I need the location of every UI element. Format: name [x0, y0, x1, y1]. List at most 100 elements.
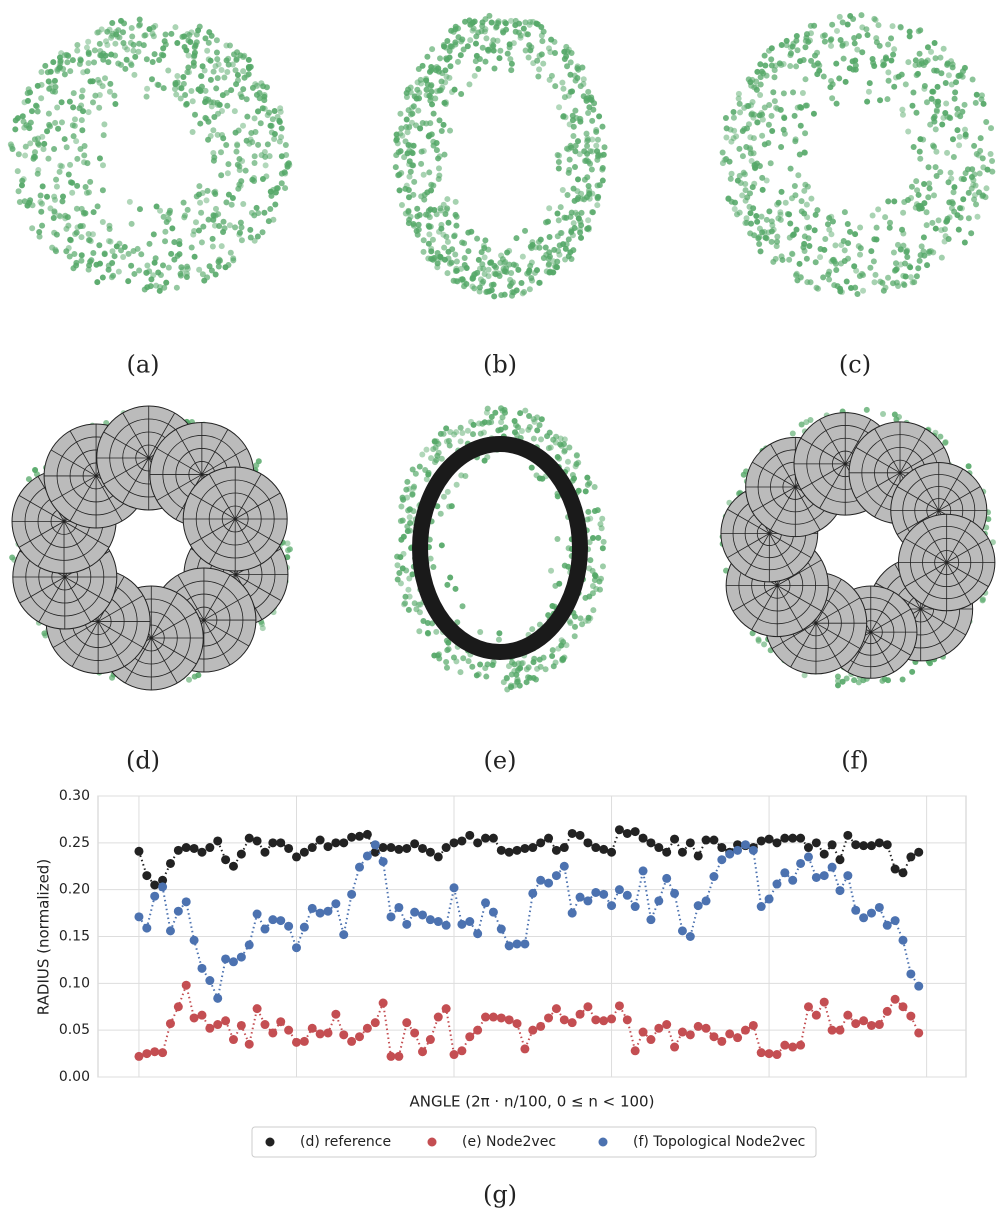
dot — [907, 264, 913, 270]
dot — [220, 92, 226, 98]
dot — [192, 254, 198, 260]
dot — [565, 192, 571, 198]
dot — [795, 47, 801, 53]
dot — [218, 172, 224, 178]
dot — [74, 156, 80, 162]
dot — [84, 68, 90, 74]
dot — [787, 235, 793, 241]
point — [355, 1032, 364, 1041]
point — [757, 1048, 766, 1057]
point — [528, 889, 537, 898]
dot — [135, 246, 141, 252]
dot — [890, 52, 896, 58]
dot — [219, 108, 225, 114]
dot — [444, 38, 450, 44]
dot — [857, 252, 863, 258]
dot — [194, 39, 200, 45]
dot — [120, 40, 126, 46]
dot — [517, 410, 523, 416]
point — [150, 1047, 159, 1056]
dot — [465, 428, 471, 434]
dot — [804, 202, 810, 208]
dot — [214, 37, 220, 43]
point — [465, 917, 474, 926]
dot — [453, 586, 459, 592]
dot — [419, 452, 425, 458]
point — [323, 907, 332, 916]
dot — [951, 184, 957, 190]
dot — [935, 84, 941, 90]
point — [308, 904, 317, 913]
point — [615, 1001, 624, 1010]
dot — [423, 120, 429, 126]
dot — [86, 60, 92, 66]
dot — [465, 43, 471, 49]
dot — [790, 89, 796, 95]
dot — [877, 279, 883, 285]
dot — [574, 75, 580, 81]
dot — [757, 92, 763, 98]
dot — [195, 27, 201, 33]
dot — [546, 262, 552, 268]
dot — [63, 248, 69, 254]
dot — [924, 209, 930, 215]
point — [709, 1032, 718, 1041]
dot — [417, 609, 423, 615]
point — [142, 924, 151, 933]
dot — [458, 425, 464, 431]
dot — [974, 151, 980, 157]
dot — [513, 422, 519, 428]
point — [906, 852, 915, 861]
point — [339, 930, 348, 939]
point — [268, 1028, 277, 1037]
dot — [748, 221, 754, 227]
dot — [72, 231, 78, 237]
dot — [408, 149, 414, 155]
dot — [220, 135, 226, 141]
dot — [811, 111, 817, 117]
dot — [70, 104, 76, 110]
dot — [408, 214, 414, 220]
point — [134, 1052, 143, 1061]
dot — [154, 82, 160, 88]
dot — [959, 205, 965, 211]
dot — [188, 88, 194, 94]
dot — [589, 167, 595, 173]
dot — [208, 99, 214, 105]
dot — [214, 56, 220, 62]
dot — [178, 264, 184, 270]
dot — [880, 411, 886, 417]
dot — [914, 273, 920, 279]
dot — [954, 112, 960, 118]
dot — [769, 239, 775, 245]
point — [820, 871, 829, 880]
dot — [565, 564, 571, 570]
dot — [172, 24, 178, 30]
dot — [802, 248, 808, 254]
dot — [229, 202, 235, 208]
dot — [750, 115, 756, 121]
dot — [951, 189, 957, 195]
point — [379, 857, 388, 866]
point — [686, 932, 695, 941]
dot — [589, 209, 595, 215]
dot — [826, 269, 832, 275]
point — [607, 848, 616, 857]
dot — [509, 293, 515, 299]
dot — [62, 71, 68, 77]
point — [733, 1033, 742, 1042]
dot — [838, 260, 844, 266]
dot — [768, 56, 774, 62]
dot — [918, 252, 924, 258]
dot — [522, 228, 528, 234]
dot — [416, 66, 422, 72]
dot — [534, 267, 540, 273]
dot — [911, 144, 917, 150]
dot — [527, 19, 533, 25]
dot — [956, 142, 962, 148]
dot — [539, 32, 545, 38]
point — [276, 916, 285, 925]
legend-marker — [428, 1138, 437, 1147]
point — [875, 838, 884, 847]
dot — [236, 128, 242, 134]
